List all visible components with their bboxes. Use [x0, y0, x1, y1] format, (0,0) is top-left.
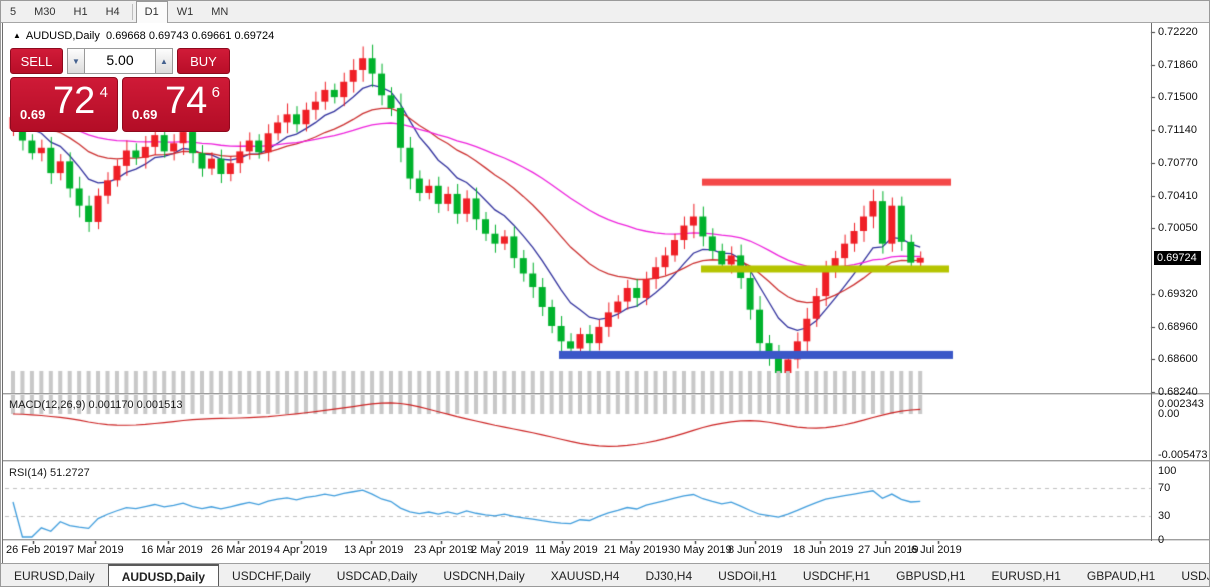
tab-usdjp[interactable]: USDJP — [1181, 569, 1209, 583]
tab-usdchf-daily[interactable]: USDCHF,Daily — [232, 569, 311, 583]
sell-price-pip: 4 — [99, 84, 108, 101]
tab-usdcnh-daily[interactable]: USDCNH,Daily — [443, 569, 525, 583]
rsi-value: 51.2727 — [49, 467, 90, 479]
chart-frame: ▲ AUDUSD,Daily 0.69668 0.69743 0.69661 0.… — [2, 23, 1209, 563]
date-label: 13 Apr 2019 — [344, 544, 404, 556]
period-button-w1[interactable]: W1 — [176, 5, 194, 18]
rsi-label: RSI(14) 51.2727 — [9, 467, 90, 479]
rsi-tick-label: 70 — [1158, 482, 1171, 494]
ohlc-values: 0.69668 0.69743 0.69661 0.69724 — [106, 30, 275, 42]
chart-tab-bar: EURUSD,Daily AUDUSD,Daily USDCHF,Daily USDC… — [1, 563, 1209, 586]
price-tick-label: 0.68240 — [1158, 386, 1198, 398]
rsi-pane-splitter[interactable] — [3, 460, 1209, 462]
sell-price-big: 72 — [53, 80, 96, 122]
buy-price-pip: 6 — [211, 84, 220, 101]
date-label: 30 May 2019 — [668, 544, 732, 556]
buy-button[interactable]: BUY — [177, 48, 230, 74]
period-button-5[interactable]: 5 — [10, 5, 17, 18]
buy-price-big: 74 — [165, 80, 208, 122]
period-button-d1[interactable]: D1 — [135, 1, 168, 23]
rsi-tick-label: 30 — [1158, 510, 1171, 522]
symbol-timeframe-label: AUDUSD,Daily — [25, 30, 100, 42]
period-button-mn[interactable]: MN — [211, 5, 229, 18]
date-label: 27 Jun 2019 — [858, 544, 919, 556]
price-tick-label: 0.71140 — [1158, 123, 1197, 136]
tab-usdchf-h1[interactable]: USDCHF,H1 — [802, 569, 871, 583]
date-label: 4 Apr 2019 — [274, 544, 328, 556]
macd-values: 0.001170 0.001513 — [88, 399, 183, 411]
price-tick-label: 0.68600 — [1158, 353, 1198, 366]
buy-price-prefix: 0.69 — [132, 107, 158, 122]
volume-increase-button[interactable]: ▲ — [155, 48, 173, 74]
macd-tick-label: 0.002343 — [1158, 398, 1204, 410]
period-button-m30[interactable]: M30 — [34, 5, 56, 18]
tab-gbpaud-h1[interactable]: GBPAUD,H1 — [1086, 569, 1156, 583]
tab-usdoil-h1[interactable]: USDOil,H1 — [718, 569, 777, 583]
volume-decrease-button[interactable]: ▼ — [67, 48, 85, 74]
tab-audusd-daily[interactable]: AUDUSD,Daily — [107, 564, 220, 586]
chart-title: ▲ AUDUSD,Daily 0.69668 0.69743 0.69661 0.… — [13, 30, 274, 42]
date-label: 23 Apr 2019 — [414, 544, 474, 556]
date-label: 8 Jun 2019 — [728, 544, 783, 556]
date-label: 11 May 2019 — [535, 544, 598, 556]
buy-quote-button[interactable]: 0.69 74 6 — [122, 77, 230, 132]
price-tick-label: 0.68960 — [1158, 320, 1198, 333]
rsi-tick-label: 100 — [1158, 465, 1177, 477]
price-tick-label: 0.69320 — [1158, 288, 1198, 301]
price-tick-label: 0.70410 — [1158, 189, 1198, 202]
volume-input[interactable]: 5.00 — [85, 48, 155, 74]
timeframe-toolbar: 5 M30 H1 H4 D1 W1 MN — [1, 1, 1209, 23]
toolbar-separator — [131, 3, 133, 20]
rsi-tick-label: 0 — [1158, 534, 1165, 546]
price-tick-label: 0.71860 — [1158, 58, 1198, 71]
time-axis-splitter — [3, 539, 1209, 541]
macd-tick-label: 0.00 — [1158, 408, 1180, 420]
price-tick-label: 0.71500 — [1158, 91, 1198, 104]
tab-eurusd-daily[interactable]: EURUSD,Daily — [14, 569, 95, 583]
tab-xauusd-h4[interactable]: XAUUSD,H4 — [550, 569, 620, 583]
price-tick-label: 0.72220 — [1158, 26, 1198, 38]
one-click-trading-panel: SELL ▼ 5.00 ▲ BUY 0.69 72 4 0.69 74 6 — [10, 48, 231, 132]
sell-quote-button[interactable]: 0.69 72 4 — [10, 77, 118, 132]
tab-gbpusd-h1[interactable]: GBPUSD,H1 — [896, 569, 966, 583]
macd-pane-splitter[interactable] — [3, 393, 1209, 395]
date-label: 2 May 2019 — [471, 544, 529, 556]
date-label: 18 Jun 2019 — [793, 544, 854, 556]
tab-dj30-h4[interactable]: DJ30,H4 — [645, 569, 693, 583]
tab-eurusd-h1[interactable]: EURUSD,H1 — [991, 569, 1061, 583]
collapse-panel-icon[interactable]: ▲ — [13, 31, 21, 40]
price-tick-label: 0.70770 — [1158, 157, 1198, 170]
date-label: 6 Jul 2019 — [911, 544, 962, 556]
date-label: 21 May 2019 — [604, 544, 668, 556]
period-button-h4[interactable]: H4 — [105, 5, 120, 18]
macd-tick-label: -0.005473 — [1158, 449, 1208, 461]
period-button-h1[interactable]: H1 — [73, 5, 88, 18]
date-label: 26 Feb 2019 — [6, 544, 68, 556]
price-tick-label: 0.70050 — [1158, 222, 1198, 235]
date-label: 26 Mar 2019 — [211, 544, 273, 556]
date-label: 7 Mar 2019 — [68, 544, 124, 556]
tab-usdcad-daily[interactable]: USDCAD,Daily — [336, 569, 418, 583]
date-label: 16 Mar 2019 — [141, 544, 203, 556]
current-price-badge: 0.69724 — [1154, 250, 1201, 265]
sell-price-prefix: 0.69 — [20, 107, 46, 122]
macd-label: MACD(12,26,9) 0.001170 0.001513 — [9, 399, 183, 411]
sell-button[interactable]: SELL — [10, 48, 63, 74]
price-axis-border — [1151, 23, 1152, 541]
